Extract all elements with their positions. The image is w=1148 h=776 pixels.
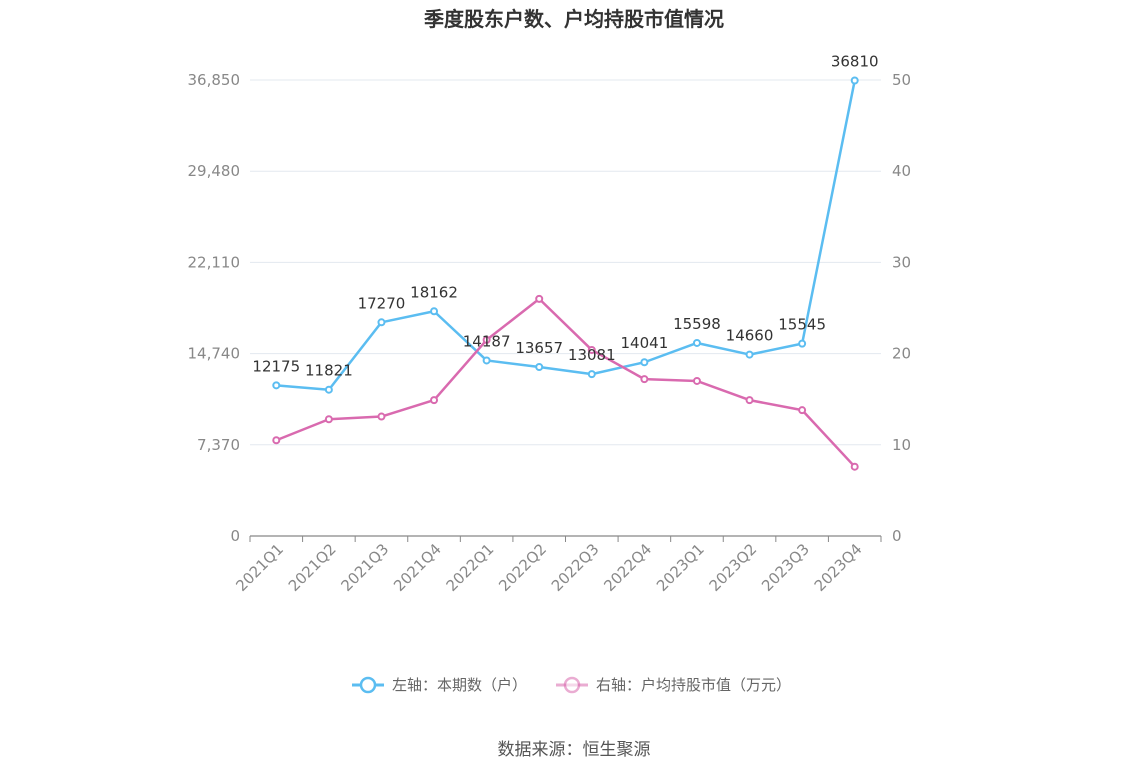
right-tick-label: 10	[892, 436, 911, 454]
x-tick-label: 2023Q1	[653, 540, 708, 595]
series-2-point[interactable]	[745, 396, 754, 405]
chart-title: 季度股东户数、户均持股市值情况	[423, 7, 724, 31]
series-line-2	[275, 297, 856, 468]
series-1-point[interactable]	[535, 363, 544, 372]
x-axis: 2021Q12021Q22021Q32021Q42022Q12022Q22022…	[232, 535, 882, 595]
x-tick-label: 2022Q4	[600, 540, 655, 595]
data-label: 14041	[621, 334, 669, 352]
grid-lines	[250, 79, 881, 446]
data-label: 13081	[568, 346, 616, 364]
series-1-point[interactable]	[324, 385, 333, 394]
x-tick-label: 2023Q4	[811, 540, 866, 595]
data-label: 13657	[515, 339, 563, 357]
x-tick-label: 2023Q3	[758, 540, 813, 595]
series-2-point[interactable]	[798, 406, 807, 415]
series-2-point[interactable]	[482, 335, 491, 344]
legend[interactable]: 左轴：本期数（户） 右轴：户均持股市值（万元）	[352, 676, 791, 694]
x-tick-label: 2023Q2	[706, 540, 761, 595]
data-label: 15598	[673, 315, 721, 333]
series-2-point[interactable]	[640, 375, 649, 384]
data-label: 11821	[305, 362, 353, 380]
right-tick-label: 20	[892, 345, 911, 363]
left-tick-label: 36,850	[188, 71, 241, 89]
x-tick-label: 2021Q2	[285, 540, 340, 595]
data-label: 18162	[410, 283, 458, 301]
series-1-point[interactable]	[587, 370, 596, 379]
right-axis: 0 10 20 30 40 50	[892, 71, 911, 545]
series-1-point[interactable]	[745, 350, 754, 359]
data-label: 14187	[463, 332, 511, 350]
legend-label: 右轴：户均持股市值（万元）	[596, 676, 791, 694]
series-1-point[interactable]	[377, 318, 386, 327]
legend-item-1[interactable]: 左轴：本期数（户）	[352, 676, 527, 694]
legend-marker	[563, 676, 581, 694]
series-1-point[interactable]	[692, 338, 701, 347]
data-label: 15545	[778, 316, 826, 334]
right-tick-label: 50	[892, 71, 911, 89]
series-1-point[interactable]	[640, 358, 649, 367]
x-tick-label: 2021Q1	[232, 540, 287, 595]
series-2-point[interactable]	[850, 462, 859, 471]
x-tick-label: 2022Q1	[443, 540, 498, 595]
x-tick-label: 2021Q3	[337, 540, 392, 595]
legend-label: 左轴：本期数（户）	[392, 676, 527, 694]
series-1-point[interactable]	[850, 76, 859, 85]
series-2-point[interactable]	[324, 415, 333, 424]
series-2-point[interactable]	[430, 396, 439, 405]
left-tick-label: 7,370	[197, 436, 240, 454]
right-tick-label: 0	[892, 527, 902, 545]
series-2-point[interactable]	[377, 412, 386, 421]
series-1-point[interactable]	[272, 381, 281, 390]
data-label: 17270	[358, 294, 406, 312]
series-2-point[interactable]	[692, 376, 701, 385]
legend-marker	[359, 676, 377, 694]
right-tick-label: 40	[892, 162, 911, 180]
left-tick-label: 0	[230, 527, 240, 545]
series-1-point[interactable]	[482, 356, 491, 365]
x-tick-label: 2021Q4	[390, 540, 445, 595]
series-2-point[interactable]	[587, 345, 596, 354]
series-2-point[interactable]	[272, 436, 281, 445]
left-tick-label: 14,740	[188, 345, 241, 363]
left-axis: 0 7,370 14,740 22,110 29,480 36,850	[188, 71, 241, 545]
series-2-point[interactable]	[535, 294, 544, 303]
left-tick-label: 29,480	[188, 162, 241, 180]
left-tick-label: 22,110	[188, 253, 241, 271]
series-1-point[interactable]	[430, 307, 439, 316]
data-label: 14660	[726, 327, 774, 345]
series-line-1	[276, 80, 856, 391]
source-note: 数据来源：恒生聚源	[498, 740, 651, 760]
series-1-point[interactable]	[798, 339, 807, 348]
data-label: 36810	[831, 52, 879, 70]
legend-item-2[interactable]: 右轴：户均持股市值（万元）	[556, 676, 791, 694]
x-tick-label: 2022Q3	[548, 540, 603, 595]
series-layer	[272, 76, 859, 471]
data-label: 12175	[252, 357, 300, 375]
right-tick-label: 30	[892, 253, 911, 271]
x-tick-label: 2022Q2	[495, 540, 550, 595]
